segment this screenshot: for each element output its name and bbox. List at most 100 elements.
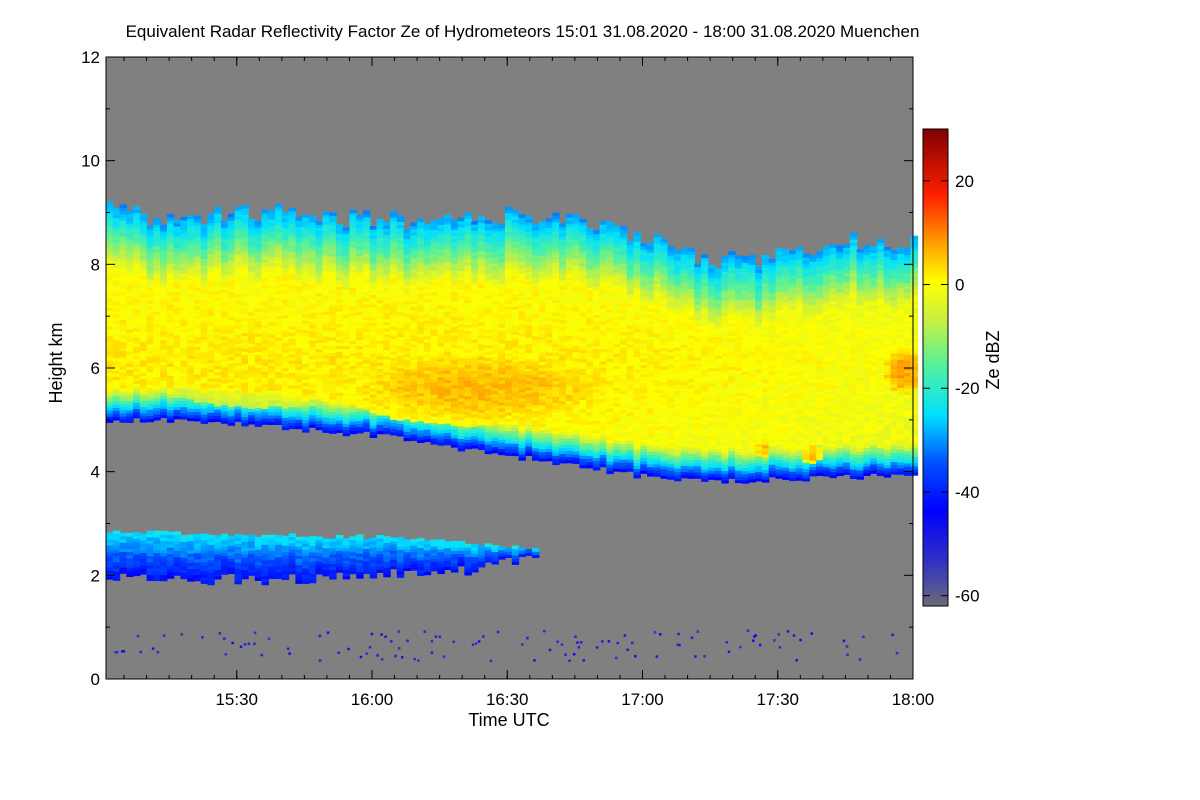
reflectivity-cell xyxy=(227,269,236,274)
reflectivity-cell xyxy=(579,399,587,403)
reflectivity-cell xyxy=(396,348,405,353)
reflectivity-cell xyxy=(505,228,513,233)
reflectivity-cell xyxy=(484,434,493,439)
reflectivity-cell xyxy=(532,360,540,365)
reflectivity-cell xyxy=(356,373,364,378)
reflectivity-cell xyxy=(417,258,425,263)
reflectivity-cell xyxy=(275,396,283,401)
reflectivity-cell xyxy=(505,405,513,410)
reflectivity-cell xyxy=(335,233,344,238)
reflectivity-cell xyxy=(376,374,384,379)
reflectivity-cell xyxy=(477,269,486,273)
reflectivity-cell xyxy=(221,286,229,291)
reflectivity-cell xyxy=(518,444,526,449)
reflectivity-cell xyxy=(349,352,357,357)
reflectivity-cell xyxy=(511,430,520,435)
reflectivity-cell xyxy=(457,370,466,374)
reflectivity-cell xyxy=(133,212,141,217)
reflectivity-cell xyxy=(288,313,296,318)
reflectivity-cell xyxy=(288,263,296,268)
reflectivity-cell xyxy=(308,361,317,366)
reflectivity-cell xyxy=(119,341,127,345)
reflectivity-cell xyxy=(329,299,337,304)
reflectivity-cell xyxy=(477,409,486,413)
reflectivity-cell xyxy=(572,292,580,296)
reflectivity-cell xyxy=(308,281,317,285)
reflectivity-cell xyxy=(268,268,276,273)
reflectivity-cell xyxy=(471,423,479,427)
reflectivity-cell xyxy=(248,293,256,297)
reflectivity-cell xyxy=(545,224,553,229)
reflectivity-cell xyxy=(396,327,405,331)
reflectivity-cell xyxy=(308,265,317,270)
reflectivity-cell xyxy=(376,399,384,404)
reflectivity-cell xyxy=(166,300,175,305)
reflectivity-cell xyxy=(423,273,432,278)
reflectivity-cell xyxy=(450,350,459,355)
reflectivity-cell xyxy=(498,398,506,403)
reflectivity-cell xyxy=(322,426,330,430)
reflectivity-cell xyxy=(410,306,418,311)
reflectivity-cell xyxy=(376,340,384,344)
reflectivity-cell xyxy=(241,338,249,343)
reflectivity-cell xyxy=(450,291,459,296)
reflectivity-cell xyxy=(248,234,256,238)
reflectivity-cell xyxy=(335,267,344,272)
reflectivity-cell xyxy=(200,348,209,353)
reflectivity-cell xyxy=(268,393,276,397)
reflectivity-cell xyxy=(532,444,540,449)
reflectivity-cell xyxy=(288,347,296,352)
reflectivity-cell xyxy=(545,236,553,241)
reflectivity-cell xyxy=(464,314,472,319)
reflectivity-cell xyxy=(390,232,398,237)
reflectivity-cell xyxy=(491,375,499,379)
reflectivity-cell xyxy=(180,297,188,302)
reflectivity-cell xyxy=(538,324,547,328)
reflectivity-cell xyxy=(227,266,236,271)
reflectivity-cell xyxy=(119,238,127,243)
reflectivity-cell xyxy=(342,273,351,278)
reflectivity-cell xyxy=(193,262,202,266)
reflectivity-cell xyxy=(525,346,533,351)
reflectivity-cell xyxy=(525,324,533,329)
reflectivity-cell xyxy=(505,383,513,388)
reflectivity-cell xyxy=(160,408,168,412)
reflectivity-cell xyxy=(545,218,553,222)
reflectivity-cell xyxy=(450,263,459,268)
reflectivity-cell xyxy=(227,241,236,246)
reflectivity-cell xyxy=(505,234,513,239)
reflectivity-cell xyxy=(565,384,574,389)
reflectivity-cell xyxy=(214,318,222,323)
reflectivity-cell xyxy=(559,416,567,420)
reflectivity-cell xyxy=(471,376,479,381)
reflectivity-cell xyxy=(532,404,540,408)
reflectivity-cell xyxy=(322,211,330,216)
reflectivity-cell xyxy=(437,246,445,250)
reflectivity-cell xyxy=(254,242,263,247)
reflectivity-cell xyxy=(308,293,317,298)
reflectivity-cell xyxy=(518,323,526,327)
reflectivity-cell xyxy=(545,292,553,297)
reflectivity-cell xyxy=(241,292,249,296)
reflectivity-cell xyxy=(572,258,580,262)
reflectivity-cell xyxy=(248,380,256,385)
reflectivity-cell xyxy=(207,337,215,342)
reflectivity-cell xyxy=(505,374,513,379)
reflectivity-cell xyxy=(430,288,438,293)
reflectivity-cell xyxy=(288,301,296,305)
reflectivity-cell xyxy=(410,334,418,339)
reflectivity-cell xyxy=(511,393,520,397)
reflectivity-cell xyxy=(153,292,161,297)
reflectivity-cell xyxy=(254,373,263,377)
reflectivity-cell xyxy=(552,318,560,322)
reflectivity-cell xyxy=(153,295,161,300)
reflectivity-cell xyxy=(423,370,432,374)
reflectivity-cell xyxy=(491,427,499,432)
reflectivity-cell xyxy=(484,381,493,386)
reflectivity-cell xyxy=(532,376,540,380)
reflectivity-cell xyxy=(268,315,276,320)
reflectivity-cell xyxy=(363,310,371,314)
reflectivity-cell xyxy=(505,324,513,329)
reflectivity-cell xyxy=(559,388,567,392)
reflectivity-cell xyxy=(241,233,249,237)
